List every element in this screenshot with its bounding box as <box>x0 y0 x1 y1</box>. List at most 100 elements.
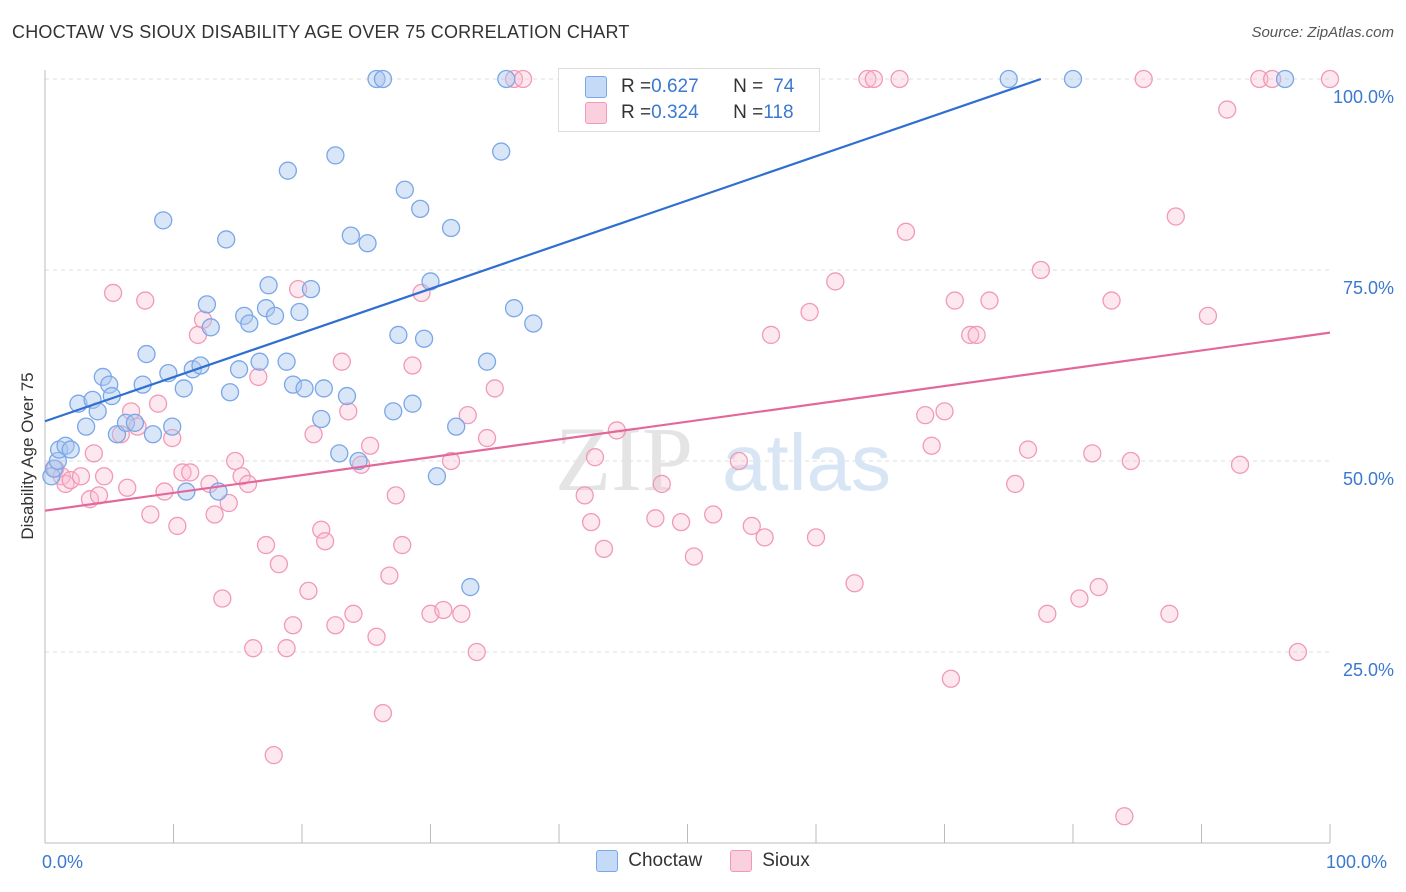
choctaw-r-value: 0.627 <box>651 76 699 97</box>
sioux-point <box>594 539 614 559</box>
sioux-point <box>452 604 471 623</box>
choctaw-point <box>314 379 333 398</box>
sioux-point <box>477 428 497 448</box>
sioux-point <box>94 467 114 486</box>
sioux-point <box>890 69 909 89</box>
choctaw-point <box>125 413 145 432</box>
trend-lines <box>44 77 1331 512</box>
choctaw-point <box>389 325 408 345</box>
choctaw-point <box>277 352 296 371</box>
sioux-legend-swatch <box>730 850 753 872</box>
choctaw-point <box>201 318 220 337</box>
sioux-point <box>136 291 155 310</box>
sioux-point <box>111 425 130 444</box>
sioux-point <box>742 516 761 536</box>
sioux-point <box>1121 451 1140 471</box>
sioux-point <box>845 574 864 593</box>
sioux-point <box>181 463 200 482</box>
sioux-point <box>967 325 986 345</box>
sioux-point <box>1102 291 1121 310</box>
axes <box>44 70 1331 844</box>
choctaw-point <box>497 69 516 89</box>
choctaw-point <box>100 375 119 394</box>
choctaw-point <box>367 69 386 89</box>
choctaw-point <box>447 417 466 436</box>
sioux-point <box>264 745 283 765</box>
sioux-point <box>299 581 318 601</box>
sioux-point <box>800 302 819 322</box>
sioux-point <box>121 402 141 421</box>
sioux-point <box>755 528 774 547</box>
sioux-point <box>864 69 883 89</box>
choctaw-point <box>197 295 217 314</box>
sioux-trend-line <box>44 331 1331 512</box>
sioux-point <box>704 505 723 524</box>
sioux-point <box>1018 440 1038 459</box>
choctaw-point <box>265 306 285 325</box>
sioux-point <box>761 325 781 345</box>
choctaw-point <box>358 234 377 253</box>
sioux-point <box>646 509 665 528</box>
choctaw-point <box>341 226 360 245</box>
chart-title: CHOCTAW VS SIOUX DISABILITY AGE OVER 75 … <box>12 22 630 42</box>
choctaw-point <box>504 299 524 318</box>
sioux-point <box>380 566 399 585</box>
sioux-point <box>226 451 245 471</box>
sioux-point <box>71 467 91 486</box>
choctaw-point <box>384 402 403 421</box>
choctaw-point <box>283 375 303 394</box>
choctaw-point <box>295 379 314 398</box>
choctaw-point <box>290 302 309 322</box>
sioux-point <box>393 535 412 555</box>
sioux-point <box>575 486 594 505</box>
sioux-point <box>1263 69 1282 89</box>
choctaw-point <box>163 417 182 436</box>
series-legend: Choctaw Sioux <box>0 850 1406 872</box>
sioux-point <box>1166 207 1185 226</box>
sioux-point <box>367 627 386 646</box>
choctaw-point <box>137 344 156 364</box>
sioux-point <box>373 703 393 723</box>
choctaw-point <box>154 211 173 230</box>
sioux-point <box>205 505 224 524</box>
choctaw-point <box>76 417 96 436</box>
sioux-point <box>1160 604 1179 623</box>
y-tick-label: 50.0% <box>1343 469 1394 489</box>
choctaw-point <box>259 276 278 295</box>
sioux-point <box>922 436 941 455</box>
sioux-point <box>1320 69 1340 89</box>
sioux-point <box>155 482 174 501</box>
sioux-point <box>141 505 160 524</box>
choctaw-point <box>461 577 480 597</box>
sioux-point <box>360 436 380 455</box>
choctaw-point <box>278 161 298 180</box>
choctaw-point <box>301 279 321 299</box>
sioux-point <box>1288 642 1308 662</box>
sioux-points <box>46 69 1340 826</box>
sioux-point <box>485 379 504 398</box>
sioux-point <box>283 616 303 635</box>
sioux-point <box>684 547 704 566</box>
choctaw-point <box>421 272 440 291</box>
sioux-point <box>312 520 331 539</box>
sioux-point <box>193 310 213 329</box>
choctaw-point <box>1275 69 1295 89</box>
choctaw-point <box>330 444 349 463</box>
choctaw-point <box>492 142 511 161</box>
sioux-point <box>315 532 335 551</box>
choctaw-points <box>42 69 1295 597</box>
sioux-point <box>513 69 533 89</box>
sioux-point <box>1134 69 1153 89</box>
sioux-point <box>1038 604 1057 623</box>
choctaw-point <box>999 69 1018 89</box>
choctaw-point <box>337 386 357 406</box>
sioux-point <box>219 493 238 513</box>
choctaw-point <box>427 467 447 486</box>
sioux-point <box>1089 577 1108 597</box>
sioux-point <box>581 512 601 532</box>
choctaw-point <box>477 352 497 371</box>
sioux-legend-label: Sioux <box>762 850 810 871</box>
sioux-point <box>826 272 845 291</box>
choctaw-point <box>373 69 393 89</box>
